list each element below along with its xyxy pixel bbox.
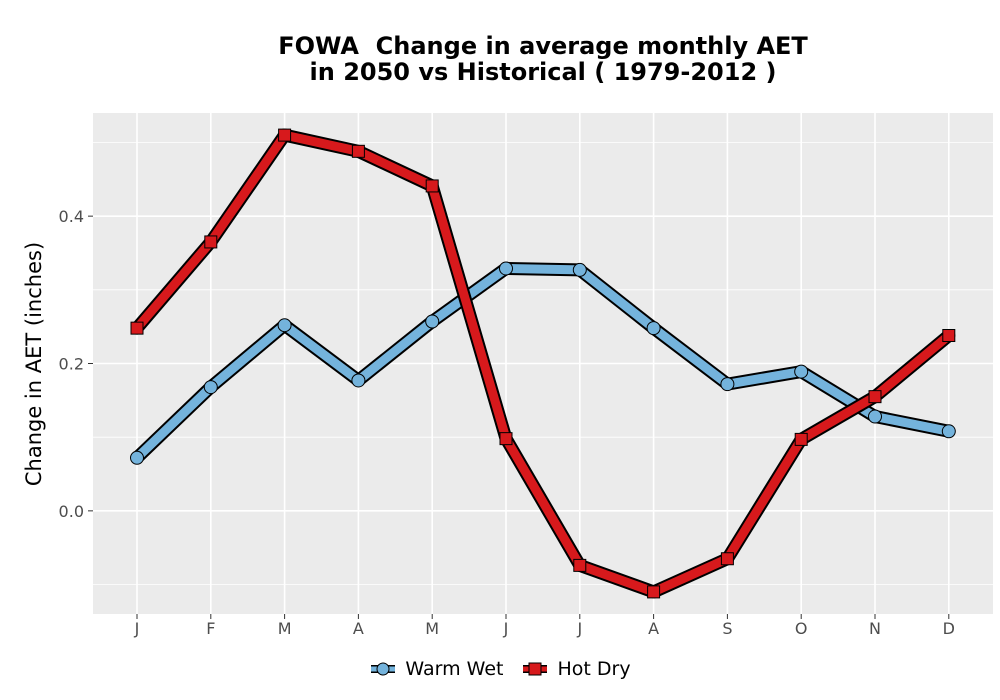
data-point-warm-wet: [425, 314, 440, 329]
x-tick-label: N: [869, 619, 881, 638]
x-tick-label: S: [722, 619, 732, 638]
major-gridlines: [93, 113, 993, 614]
data-point-hot-dry: [204, 235, 218, 249]
data-point-hot-dry: [499, 432, 513, 446]
chart-title-line-1: FOWA Change in average monthly AET: [278, 32, 808, 60]
data-point-hot-dry: [425, 179, 439, 193]
data-point-hot-dry: [868, 390, 882, 404]
data-point-hot-dry: [351, 144, 365, 158]
series-line-hot-dry: [132, 130, 954, 597]
data-point-warm-wet: [941, 424, 956, 439]
data-point-warm-wet: [572, 262, 587, 277]
data-point-warm-wet: [646, 321, 661, 336]
data-point-warm-wet: [130, 450, 144, 465]
data-point-warm-wet: [203, 380, 218, 395]
x-tick-label: D: [943, 619, 955, 638]
series-line-warm-wet: [132, 263, 954, 463]
y-axis-ticks: 0.0 0.2 0.4: [59, 207, 93, 521]
legend-label-hot-dry: Hot Dry: [557, 658, 631, 680]
data-point-hot-dry: [794, 432, 808, 446]
data-point-warm-wet: [868, 409, 882, 424]
x-tick-label: A: [353, 619, 364, 638]
legend-item-hot-dry: Hot Dry: [521, 658, 631, 680]
y-tick-label: 0.2: [59, 355, 84, 374]
data-point-warm-wet: [351, 373, 366, 388]
legend: Warm Wet Hot Dry: [0, 658, 1000, 680]
data-point-hot-dry: [130, 321, 144, 335]
data-point-warm-wet: [499, 261, 513, 276]
y-tick-label: 0.0: [59, 502, 84, 521]
series-layer: [130, 128, 956, 599]
x-tick-label: J: [134, 619, 140, 638]
chart-title-line-2: in 2050 vs Historical ( 1979-2012 ): [309, 58, 777, 86]
x-tick-label: A: [648, 619, 659, 638]
data-point-warm-wet: [277, 318, 292, 333]
x-tick-label: M: [278, 619, 292, 638]
data-point-hot-dry: [278, 128, 292, 142]
x-tick-label: J: [503, 619, 509, 638]
legend-key-hot-dry: [523, 662, 548, 676]
legend-item-warm-wet: Warm Wet: [369, 658, 503, 680]
x-tick-label: F: [206, 619, 215, 638]
y-tick-label: 0.4: [59, 207, 84, 226]
data-point-warm-wet: [794, 364, 809, 379]
legend-key-warm-wet: [371, 662, 396, 676]
legend-label-warm-wet: Warm Wet: [405, 658, 504, 680]
data-point-hot-dry: [647, 585, 661, 599]
data-point-hot-dry: [942, 329, 956, 343]
data-point-hot-dry: [720, 552, 734, 566]
data-point-hot-dry: [573, 558, 587, 572]
x-tick-label: J: [576, 619, 582, 638]
y-axis-label: Change in AET (inches): [22, 241, 46, 487]
x-tick-label: O: [795, 619, 808, 638]
x-tick-label: M: [425, 619, 439, 638]
minor-gridlines: [93, 142, 993, 585]
data-point-warm-wet: [720, 377, 735, 392]
